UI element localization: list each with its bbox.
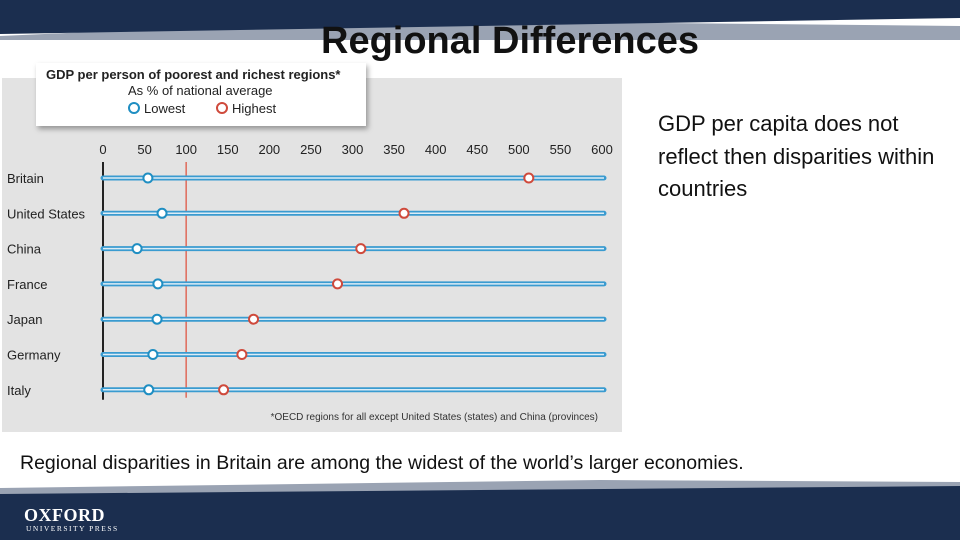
legend-lowest-marker (128, 102, 140, 114)
point-highest (248, 313, 260, 325)
chart-title: GDP per person of poorest and richest re… (46, 67, 341, 82)
publisher-subname: UNIVERSITY PRESS (26, 524, 119, 533)
chart-footnote: *OECD regions for all except United Stat… (271, 412, 598, 423)
x-tick-label: 350 (383, 142, 405, 157)
x-tick-label: 200 (258, 142, 280, 157)
x-tick-label: 550 (550, 142, 572, 157)
x-tick-label: 600 (591, 142, 613, 157)
point-lowest (152, 278, 164, 290)
point-highest (332, 278, 344, 290)
slide-title: Regional Differences (321, 20, 699, 62)
legend-highest-marker (216, 102, 228, 114)
x-tick-label: 450 (466, 142, 488, 157)
x-tick-label: 50 (137, 142, 151, 157)
point-highest (398, 207, 410, 219)
header-band-shadow (0, 20, 960, 40)
point-lowest (142, 172, 154, 184)
category-label: Germany (7, 348, 61, 363)
x-tick-label: 150 (217, 142, 239, 157)
legend-item-lowest: Lowest (128, 101, 185, 116)
category-label: China (7, 242, 42, 257)
footer-band-fill (0, 486, 960, 540)
point-highest (236, 349, 248, 360)
point-lowest (151, 313, 163, 325)
legend-lowest-label: Lowest (144, 101, 186, 116)
publisher-name: OXFORD (24, 505, 105, 525)
legend-highest-label: Highest (232, 101, 277, 116)
side-note: GDP per capita does not reflect then dis… (658, 111, 935, 201)
chart-panel: 0 50 100 150 200 250 300 350 400 450 500 550 600 Brit… (2, 78, 622, 432)
point-lowest (143, 384, 155, 396)
legend-item-highest: Highest (216, 101, 276, 116)
header-band (0, 0, 960, 40)
x-tick-label: 0 (99, 142, 106, 157)
chart-subtitle: As % of national average (128, 83, 273, 98)
x-tick-label: 100 (175, 142, 197, 157)
x-tick-label: 500 (508, 142, 530, 157)
point-highest (523, 172, 535, 184)
footer-band (0, 480, 960, 540)
slide-caption: Regional disparities in Britain are amon… (20, 452, 744, 474)
category-label: United States (7, 206, 86, 221)
point-highest (218, 384, 230, 396)
point-highest (355, 243, 367, 255)
x-tick-label: 250 (300, 142, 322, 157)
point-lowest (156, 207, 168, 219)
category-label: France (7, 277, 47, 292)
dot-range-chart: 0 50 100 150 200 250 300 350 400 450 500 550 600 Brit… (7, 142, 613, 423)
point-lowest (147, 349, 159, 360)
category-label: Italy (7, 383, 31, 398)
header-band-fill (0, 0, 960, 34)
publisher-logo: OXFORD UNIVERSITY PRESS (24, 506, 119, 533)
x-tick-label: 300 (342, 142, 364, 157)
x-tick-label: 400 (425, 142, 447, 157)
category-label: Japan (7, 312, 42, 327)
category-label: Britain (7, 171, 44, 186)
chart-legend: GDP per person of poorest and richest re… (36, 63, 366, 126)
point-lowest (131, 243, 143, 255)
